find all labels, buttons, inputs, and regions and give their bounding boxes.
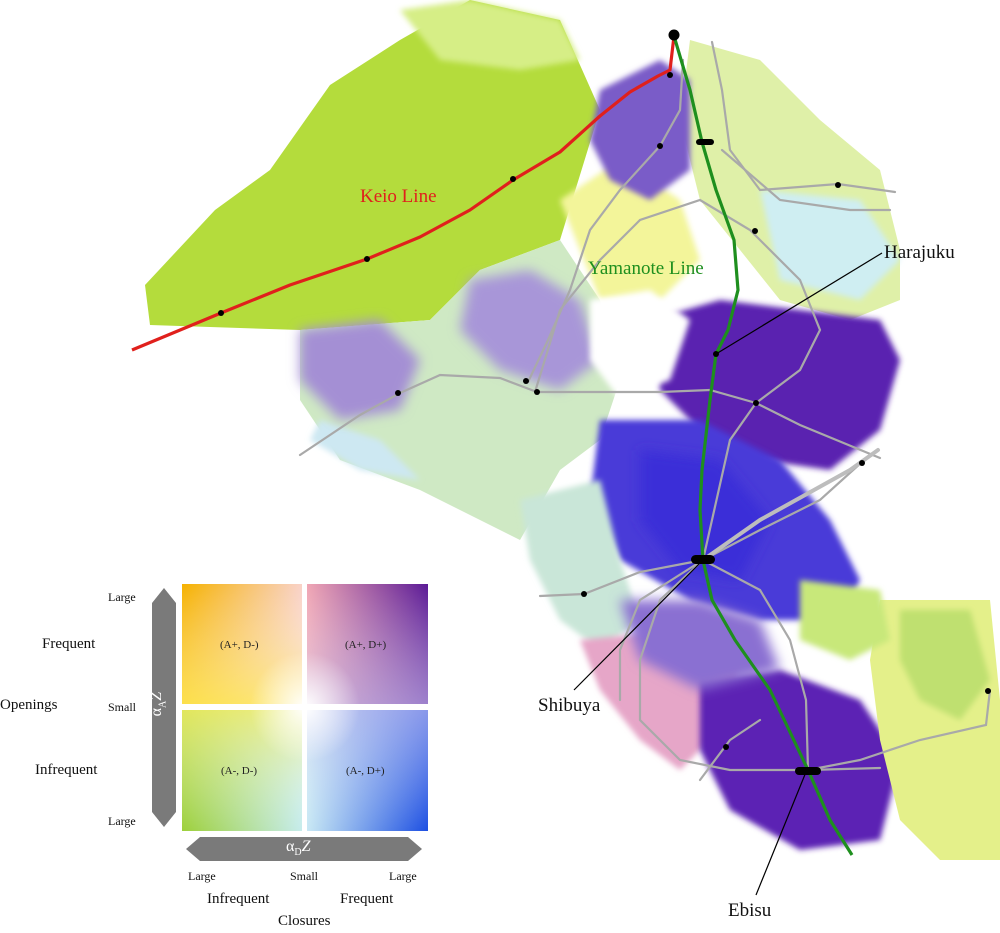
region-ne-cyan xyxy=(760,190,900,300)
region-sw-light xyxy=(520,480,640,650)
legend-x-middle: Small xyxy=(290,869,319,883)
region-keio-light xyxy=(400,0,580,70)
gray-rail-lines xyxy=(298,40,992,782)
legend-x-title: Closures xyxy=(278,913,331,929)
station-bar-shibuya xyxy=(691,555,715,564)
region-south-purple xyxy=(620,600,780,690)
legend-y-frequent: Frequent xyxy=(42,636,96,652)
station-dot xyxy=(835,182,841,188)
legend-y-title: Openings xyxy=(0,697,58,713)
legend-y-arrow xyxy=(152,588,176,827)
legend-y-bottom: Large xyxy=(108,814,136,828)
bivariate-legend xyxy=(152,584,428,861)
station-dot xyxy=(752,228,758,234)
region-ebisu-indigo xyxy=(700,670,900,850)
station-dot xyxy=(667,72,673,78)
station-dot xyxy=(534,389,540,395)
legend-quadrant-bl-label: (A-, D-) xyxy=(221,765,258,777)
station-dot xyxy=(753,400,759,406)
legend-y-symbol: αAZ xyxy=(148,691,169,717)
region-se-green xyxy=(900,610,990,720)
keio-line-label: Keio Line xyxy=(360,186,437,207)
region-keio-green xyxy=(145,0,600,330)
station-dot xyxy=(581,591,587,597)
region-top-purple xyxy=(590,60,690,200)
station-dot xyxy=(985,688,991,694)
region-mid-east-green xyxy=(800,580,890,660)
legend-x-infrequent: Infrequent xyxy=(207,891,270,907)
legend-quadrant-br-label: (A-, D+) xyxy=(346,765,385,777)
region-left-purple xyxy=(300,320,420,420)
ebisu-label: Ebisu xyxy=(728,900,772,921)
callout-lines xyxy=(573,252,883,896)
legend-y-middle: Small xyxy=(108,700,137,714)
legend-x-left: Large xyxy=(188,869,216,883)
station-dot xyxy=(364,256,370,262)
station-dot xyxy=(395,390,401,396)
harajuku-label: Harajuku xyxy=(884,242,955,263)
map-raster xyxy=(145,0,1000,860)
legend-x-right: Large xyxy=(389,869,417,883)
station-dot xyxy=(723,744,729,750)
legend-x-arrow xyxy=(186,837,422,861)
region-shibuya-core xyxy=(640,450,770,580)
station-dot xyxy=(657,143,663,149)
legend-x-symbol: αDZ xyxy=(286,838,311,859)
station-bar-yoyogi xyxy=(696,139,714,145)
station-dot xyxy=(218,310,224,316)
legend-quadrant-tl-label: (A+, D-) xyxy=(220,639,259,651)
station-dot xyxy=(668,29,680,41)
station-dot xyxy=(510,176,516,182)
legend-y-infrequent: Infrequent xyxy=(35,762,98,778)
station-dot xyxy=(523,378,529,384)
legend-quadrant-tr-label: (A+, D+) xyxy=(345,639,387,651)
legend-x-frequent: Frequent xyxy=(340,891,394,907)
legend-y-top: Large xyxy=(108,590,136,604)
shibuya-label: Shibuya xyxy=(538,695,601,716)
yamanote-line-path xyxy=(672,35,854,856)
station-dot xyxy=(859,460,865,466)
region-white-clearing xyxy=(590,290,690,400)
station-bar-ebisu xyxy=(795,767,821,775)
region-central-pale xyxy=(310,420,420,480)
station-dots xyxy=(218,29,991,775)
yamanote-line-label: Yamanote Line xyxy=(588,258,704,279)
